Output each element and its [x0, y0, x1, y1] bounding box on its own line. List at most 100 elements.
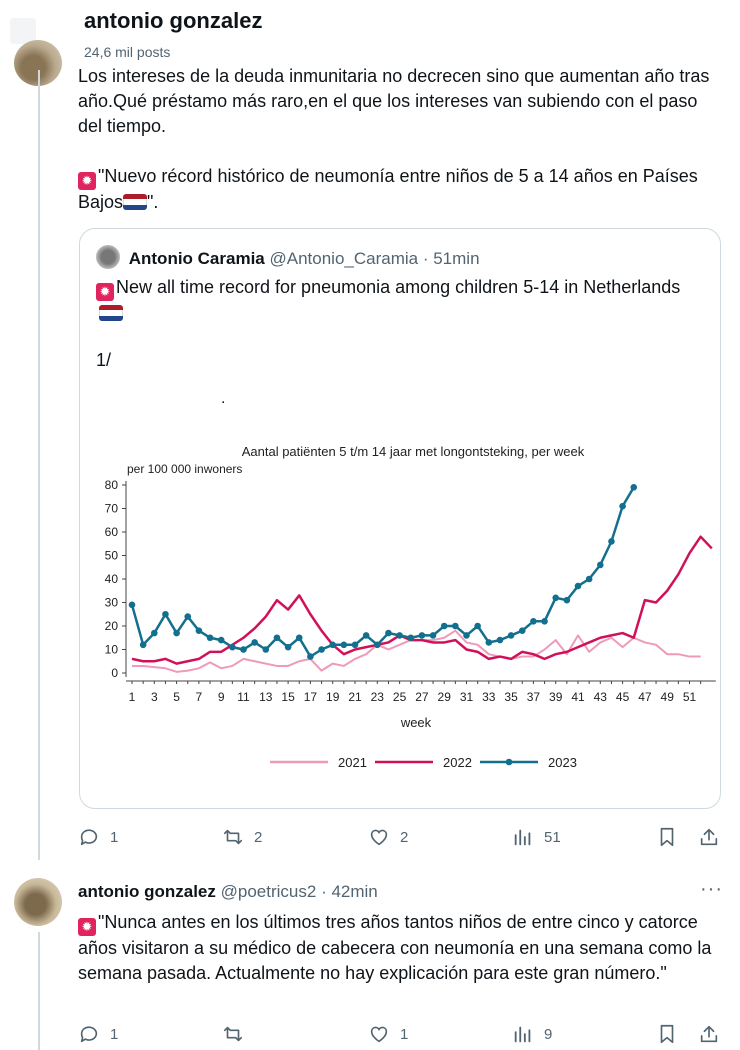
reply-count: 1	[110, 1025, 119, 1043]
share-button[interactable]	[698, 1023, 730, 1045]
post2-text: "Nunca antes en los últimos tres años ta…	[78, 912, 712, 983]
post-paragraph-2-end: ".	[147, 192, 159, 212]
x-tick-label: 5	[173, 690, 180, 704]
chart-y-label: per 100 000 inwoners	[127, 462, 242, 476]
x-tick-label: 51	[683, 690, 697, 704]
thread-line	[38, 70, 40, 860]
series-line-2022	[131, 535, 713, 665]
siren-icon: ✹	[78, 172, 96, 190]
legend-marker-2023	[505, 758, 513, 766]
data-point-2023	[407, 634, 415, 642]
share-button[interactable]	[698, 826, 730, 848]
data-point-2023	[396, 632, 403, 639]
data-point-2023	[340, 641, 348, 649]
x-tick-label: 29	[438, 690, 452, 704]
x-tick-label: 17	[304, 690, 318, 704]
bookmark-button[interactable]	[656, 826, 688, 848]
data-point-2023	[585, 575, 593, 583]
pneumonia-line-chart: Aantal patiënten 5 t/m 14 jaar met longo…	[105, 444, 716, 770]
x-tick-label: 39	[549, 690, 563, 704]
data-point-2023	[429, 632, 437, 639]
quote-thread-number: 1/	[96, 350, 112, 370]
more-options-icon[interactable]: ···	[700, 878, 723, 900]
views-icon	[514, 1026, 531, 1043]
repost-icon	[223, 1026, 243, 1042]
post2-header: antonio gonzalez @poetricus2 · 42min	[78, 882, 378, 902]
y-tick-label: 40	[105, 572, 119, 586]
quote-text: ✹ New all time record for pneumonia among…	[96, 275, 696, 326]
y-tick-label: 30	[105, 596, 119, 610]
legend-label-2023: 2023	[548, 755, 577, 770]
views-icon	[514, 829, 531, 846]
post2-actions: 1 1 9	[78, 1023, 728, 1047]
quoted-tweet[interactable]: Antonio Caramia @Antonio_Caramia · 51min…	[79, 228, 721, 809]
reply-count: 1	[110, 828, 119, 846]
data-point-2023	[463, 632, 470, 639]
post-paragraph-2: ✹ "Nuevo récord histórico de neumonía ent…	[78, 164, 718, 215]
reply-button[interactable]: 1	[78, 826, 118, 848]
data-point-2023	[518, 627, 526, 634]
x-tick-label: 7	[196, 690, 203, 704]
data-point-2023	[552, 594, 559, 602]
bookmark-button[interactable]	[656, 1023, 688, 1045]
repost-button[interactable]: 2	[222, 826, 262, 848]
x-tick-label: 3	[151, 690, 158, 704]
data-point-2023	[597, 561, 604, 569]
data-point-2023	[574, 582, 582, 590]
data-point-2023	[295, 634, 303, 642]
quote-author-name: Antonio Caramia	[128, 249, 265, 268]
data-point-2023	[240, 646, 247, 653]
chart-title: Aantal patiënten 5 t/m 14 jaar met longo…	[242, 444, 585, 459]
x-tick-label: 15	[281, 690, 295, 704]
like-button[interactable]: 2	[368, 826, 408, 848]
data-point-2023	[195, 627, 203, 634]
siren-icon: ✹	[96, 283, 114, 301]
post-paragraph-1: Los intereses de la deuda inmunitaria no…	[78, 66, 710, 136]
data-point-2023	[162, 610, 169, 618]
like-button[interactable]: 1	[368, 1023, 408, 1045]
y-tick-label: 0	[111, 666, 118, 680]
x-tick-label: 19	[326, 690, 340, 704]
quote-author-handle: @Antonio_Caramia	[269, 249, 419, 268]
quote-dot: .	[221, 390, 226, 407]
data-point-2023	[329, 641, 336, 649]
post2-author-handle: @poetricus2	[220, 882, 317, 901]
data-point-2023	[541, 618, 548, 625]
views-count: 51	[544, 828, 561, 846]
views-count: 9	[544, 1025, 553, 1043]
x-tick-label: 13	[259, 690, 273, 704]
bookmark-icon	[660, 1024, 674, 1044]
like-count: 1	[400, 1025, 409, 1043]
x-tick-label: 21	[348, 690, 362, 704]
x-tick-label: 9	[218, 690, 225, 704]
series-line-2023	[130, 486, 635, 658]
data-point-2023	[351, 641, 359, 649]
back-button[interactable]	[10, 18, 36, 44]
post2-author-name: antonio gonzalez	[78, 882, 216, 901]
y-tick-label: 60	[105, 525, 119, 539]
views-button[interactable]: 51	[512, 826, 561, 848]
data-point-2023	[262, 646, 270, 653]
x-tick-label: 31	[460, 690, 474, 704]
reply-button[interactable]: 1	[78, 1023, 118, 1045]
data-point-2023	[452, 622, 459, 630]
x-tick-label: 37	[527, 690, 541, 704]
x-tick-label: 27	[415, 690, 429, 704]
data-point-2023	[362, 632, 370, 639]
data-point-2023	[229, 643, 236, 651]
data-point-2023	[619, 502, 626, 510]
like-icon	[370, 1026, 388, 1043]
legend-label-2022: 2022	[443, 755, 472, 770]
quote-time: · 51min	[422, 249, 480, 268]
profile-header: antonio gonzalez 24,6 mil posts	[0, 0, 740, 66]
siren-icon: ✹	[78, 918, 96, 936]
like-count: 2	[400, 828, 409, 846]
avatar[interactable]	[14, 878, 62, 926]
quote-text-body: New all time record for pneumonia among …	[116, 277, 681, 297]
data-point-2023	[173, 629, 180, 637]
repost-button[interactable]	[222, 1023, 254, 1045]
thread-line	[38, 932, 40, 1050]
views-button[interactable]: 9	[512, 1023, 552, 1045]
data-point-2023	[418, 632, 426, 639]
netherlands-flag-icon	[99, 305, 123, 321]
